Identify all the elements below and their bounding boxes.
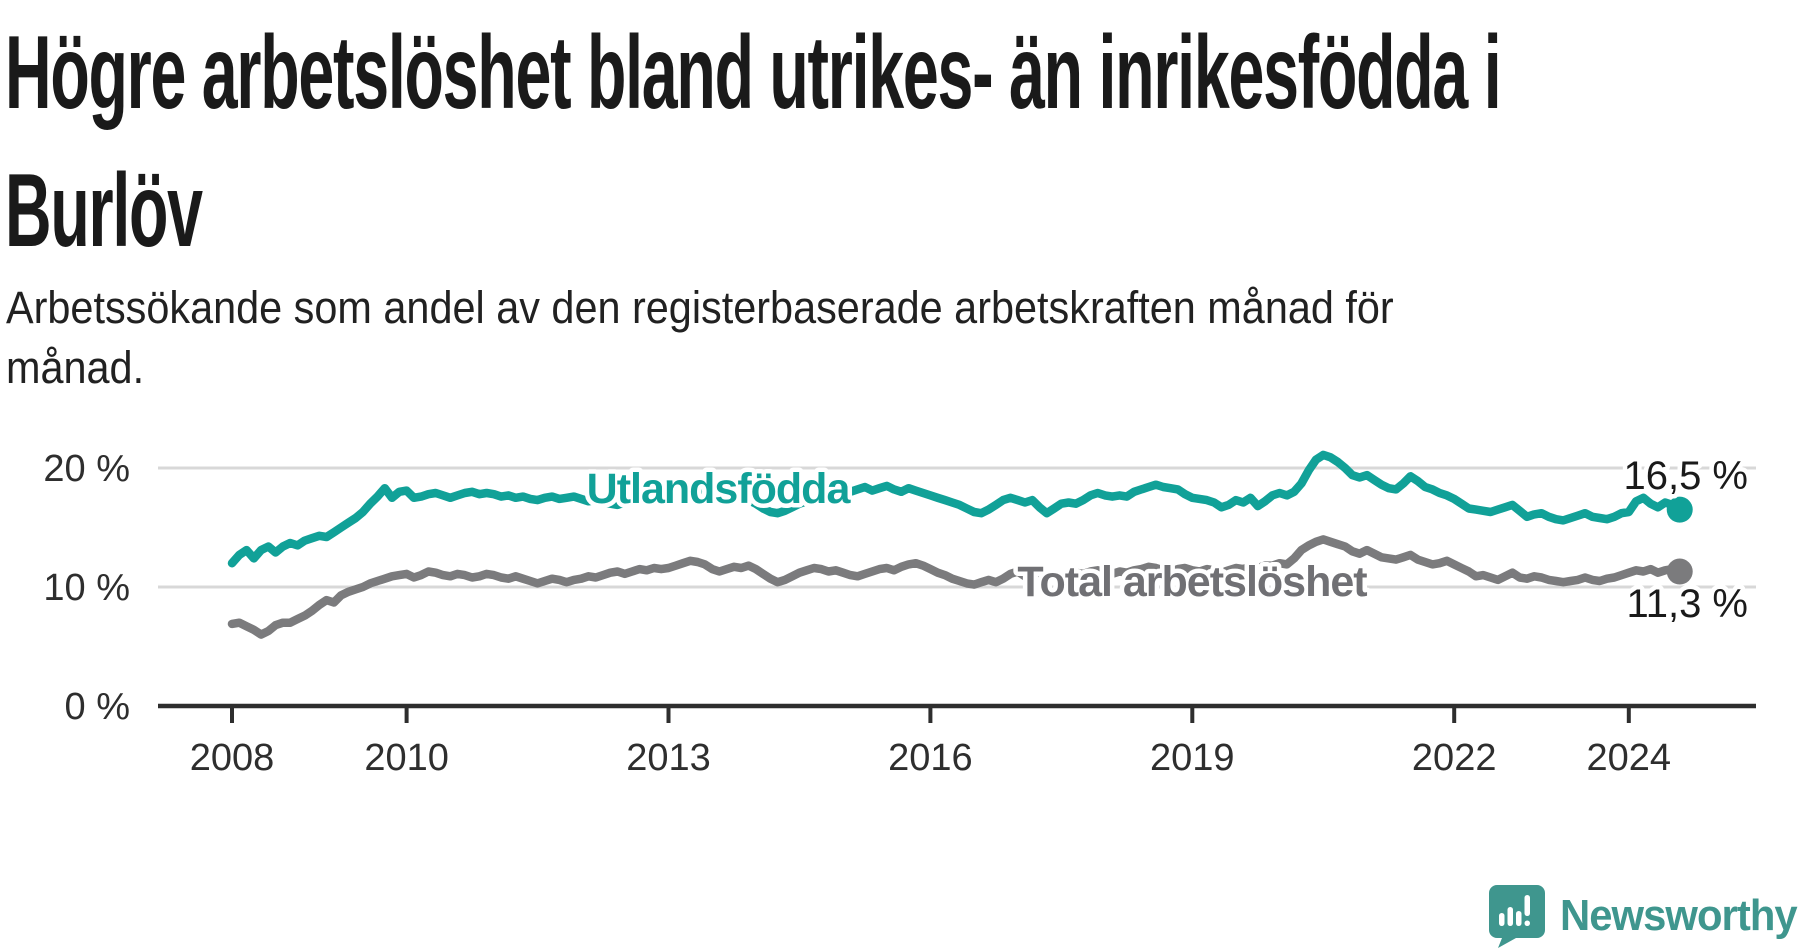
series-end-dot-0 [1666, 496, 1693, 523]
series-name-label-1: Total arbetslöshet [1017, 558, 1367, 606]
x-axis-label: 2010 [364, 737, 449, 779]
y-axis-label: 0 % [65, 686, 130, 728]
x-axis-label: 2013 [626, 737, 711, 779]
brand-name: Newsworthy [1560, 891, 1798, 940]
series-end-value-label-0: 16,5 % [1623, 454, 1748, 498]
brand-footer: Newsworthy [1488, 884, 1800, 948]
chart-subtitle: Arbetssökande som andel av den registerb… [6, 282, 1394, 394]
y-axis-label: 10 % [43, 567, 130, 609]
newsworthy-logo-icon [1489, 885, 1545, 948]
x-axis-label: 2016 [888, 737, 973, 779]
x-axis-label: 2008 [190, 737, 275, 779]
page-title: Högre arbetslöshet bland utrikes- än inr… [5, 15, 1502, 270]
x-axis-label: 2019 [1150, 737, 1235, 779]
series-end-dot-1 [1666, 558, 1693, 585]
series-end-value-label-1: 11,3 % [1626, 582, 1748, 626]
series-name-label-0: Utlandsfödda [587, 465, 852, 513]
series-line-1 [227, 535, 1684, 639]
x-axis-label: 2024 [1587, 737, 1672, 779]
x-axis-label: 2022 [1412, 737, 1497, 779]
series-line-0 [227, 450, 1684, 568]
y-axis-label: 20 % [43, 448, 130, 490]
